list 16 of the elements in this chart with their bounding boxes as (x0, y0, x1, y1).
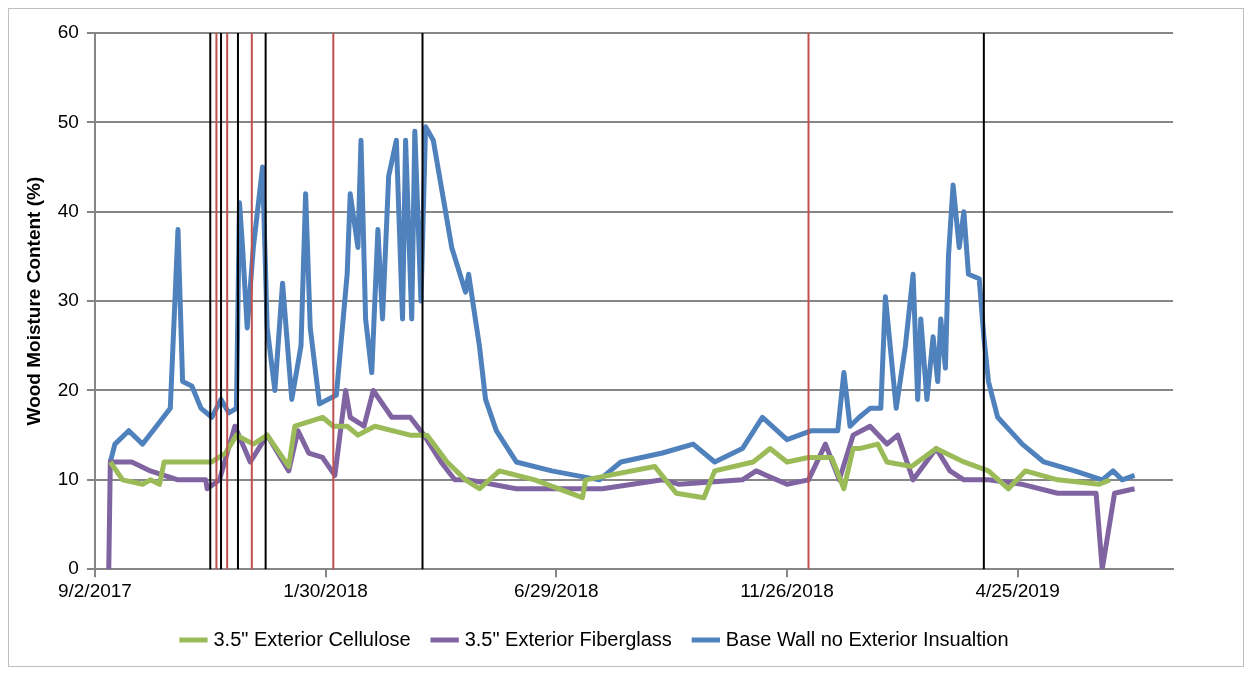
y-tick-label: 60 (57, 21, 79, 43)
y-tick-label: 0 (68, 557, 79, 579)
x-tick-label: 11/26/2018 (740, 579, 834, 601)
x-tick-label: 1/30/2018 (283, 579, 368, 601)
x-tick-label: 4/25/2019 (975, 579, 1060, 601)
legend-label: 3.5" Exterior Fiberglass (464, 627, 672, 650)
legend-label: 3.5" Exterior Cellulose (213, 627, 411, 650)
y-tick-label: 50 (57, 110, 79, 132)
legend-label: Base Wall no Exterior Insualtion (725, 627, 1009, 650)
x-tick-label: 9/2/2017 (57, 579, 132, 601)
y-tick-label: 40 (57, 199, 79, 221)
y-tick-label: 10 (57, 468, 79, 490)
x-tick-label: 6/29/2018 (514, 579, 599, 601)
y-tick-label: 30 (57, 289, 79, 311)
y-tick-label: 20 (57, 378, 79, 400)
y-axis-title: Wood Moisture Content (%) (22, 176, 44, 426)
